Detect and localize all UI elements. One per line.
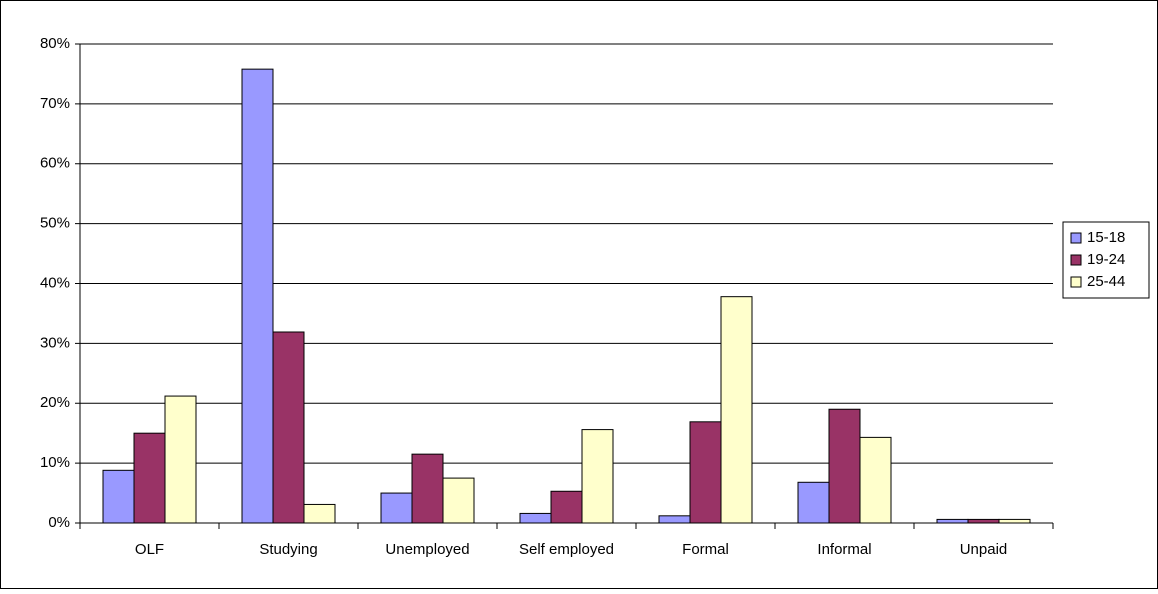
bar	[967, 518, 1000, 524]
bar	[164, 395, 197, 524]
y-tick-label: 70%	[40, 95, 70, 112]
legend-label: 19-24	[1087, 251, 1125, 268]
bar	[380, 492, 413, 524]
y-tick-label: 10%	[40, 454, 70, 471]
bar	[998, 518, 1031, 524]
bar	[272, 331, 305, 524]
bar	[859, 436, 892, 524]
x-tick-label: Unpaid	[960, 541, 1008, 558]
bar	[442, 477, 475, 524]
bar	[720, 296, 753, 524]
y-tick-label: 0%	[48, 514, 70, 531]
bar	[102, 469, 135, 524]
x-tick-label: Unemployed	[385, 541, 469, 558]
legend-label: 25-44	[1087, 273, 1125, 290]
x-tick-label: OLF	[135, 541, 164, 558]
y-tick-label: 60%	[40, 155, 70, 172]
y-tick-label: 20%	[40, 394, 70, 411]
bar	[241, 68, 274, 524]
x-tick-label: Studying	[259, 541, 317, 558]
y-tick-label: 40%	[40, 274, 70, 291]
x-tick-label: Self employed	[519, 541, 614, 558]
legend-swatch	[1070, 254, 1082, 266]
y-tick-label: 30%	[40, 334, 70, 351]
legend-label: 15-18	[1087, 229, 1125, 246]
bar	[133, 432, 166, 524]
bar	[303, 503, 336, 524]
bar	[658, 515, 691, 524]
bar	[828, 408, 861, 524]
bar	[581, 429, 614, 524]
bar	[797, 481, 830, 524]
legend-swatch	[1070, 276, 1082, 288]
x-tick-label: Informal	[817, 541, 871, 558]
bar	[689, 421, 722, 524]
bar	[936, 518, 969, 524]
y-tick-label: 80%	[40, 35, 70, 52]
bar	[411, 453, 444, 524]
bar	[519, 512, 552, 524]
bar	[550, 490, 583, 524]
legend-swatch	[1070, 232, 1082, 244]
y-tick-label: 50%	[40, 215, 70, 232]
x-tick-label: Formal	[682, 541, 729, 558]
